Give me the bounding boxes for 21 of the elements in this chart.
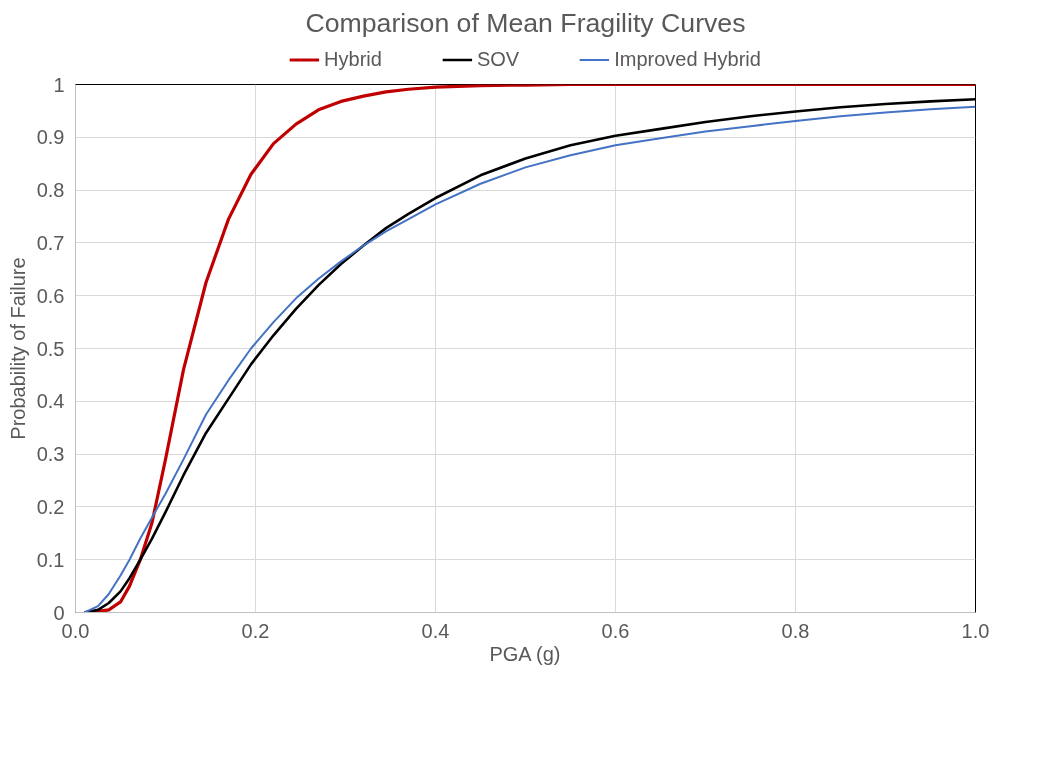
y-tick-label: 0.1 xyxy=(36,548,65,571)
y-tick-label: 0.6 xyxy=(36,284,65,307)
chart-title: Comparison of Mean Fragility Curves xyxy=(305,7,746,38)
y-tick-label: 0.3 xyxy=(36,443,65,466)
y-tick-label: 0.9 xyxy=(36,126,65,149)
y-tick-label: 0.7 xyxy=(36,231,65,254)
x-tick-label: 1.0 xyxy=(961,619,990,642)
y-tick-label: 0.8 xyxy=(36,179,65,202)
legend-label: SOV xyxy=(476,47,520,71)
y-tick-label: 1 xyxy=(53,73,65,96)
x-axis-title: PGA (g) xyxy=(489,642,561,665)
legend-label: Improved Hybrid xyxy=(614,47,761,71)
y-tick-label: 0.2 xyxy=(36,495,65,518)
x-tick-label: 0.4 xyxy=(421,619,450,642)
x-tick-label: 0.6 xyxy=(601,619,630,642)
y-tick-label: 0.5 xyxy=(36,337,65,360)
x-tick-label: 0.8 xyxy=(781,619,810,642)
legend-label: Hybrid xyxy=(324,47,382,71)
x-tick-label: 0.2 xyxy=(241,619,270,642)
y-axis-title: Probability of Failure xyxy=(6,257,29,440)
y-tick-label: 0.4 xyxy=(36,390,65,413)
